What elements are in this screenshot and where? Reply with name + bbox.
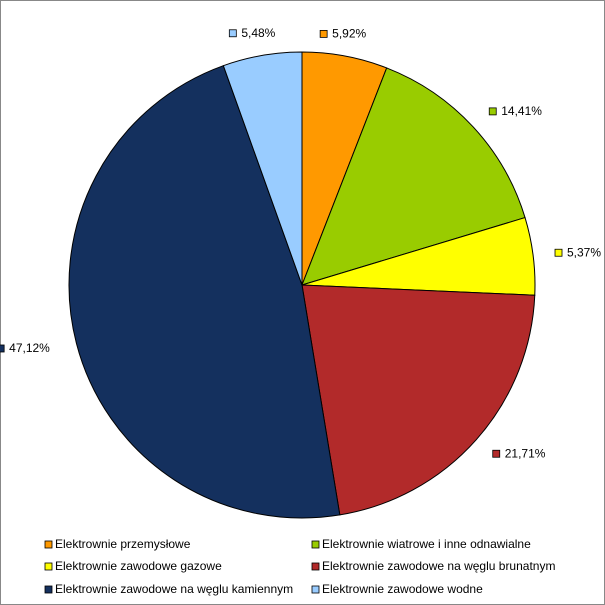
data-label: 5,37%: [567, 245, 601, 259]
legend-marker: [311, 585, 320, 594]
legend-label: Elektrownie przemysłowe: [55, 537, 191, 551]
label-marker: [0, 344, 5, 353]
label-marker: [228, 29, 237, 38]
data-label: 5,48%: [241, 26, 275, 40]
label-marker: [488, 107, 497, 116]
label-marker: [554, 248, 563, 257]
legend-marker: [44, 585, 53, 594]
legend-marker: [44, 562, 53, 571]
pie-slice: [301, 67, 526, 286]
legend-label: Elektrownie zawodowe gazowe: [55, 559, 222, 573]
data-label: 5,92%: [332, 27, 366, 41]
pie-slice: [301, 284, 536, 516]
legend-label: Elektrownie zawodowe wodne: [322, 582, 483, 596]
legend-label: Elektrownie zawodowe na węglu brunatnym: [322, 559, 555, 573]
label-marker: [492, 449, 501, 458]
pie-slice: [68, 65, 341, 519]
legend-label: Elektrownie zawodowe na węglu kamiennym: [55, 582, 293, 596]
label-marker: [319, 29, 328, 38]
legend-marker: [311, 562, 320, 571]
legend-marker: [44, 540, 53, 549]
legend-marker: [311, 540, 320, 549]
data-label: 14,41%: [501, 104, 542, 118]
data-label: 21,71%: [505, 446, 546, 460]
pie-slice: [222, 51, 303, 286]
data-label: 47,12%: [9, 341, 50, 355]
legend-label: Elektrownie wiatrowe i inne odnawialne: [322, 537, 531, 551]
